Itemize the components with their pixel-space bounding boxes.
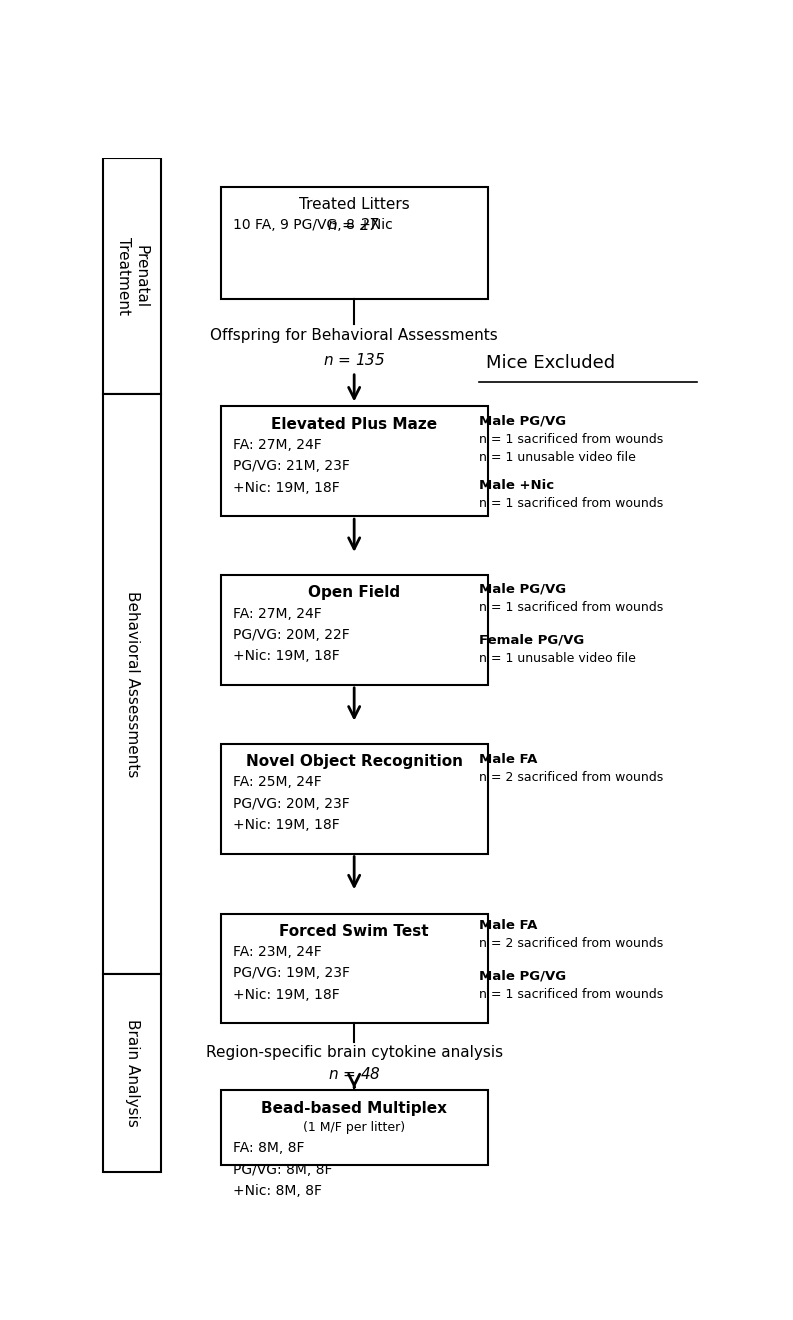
Bar bbox=[103, 395, 161, 974]
Text: +Nic: 19M, 18F: +Nic: 19M, 18F bbox=[233, 987, 339, 1002]
Text: $n$ = 48: $n$ = 48 bbox=[328, 1067, 381, 1082]
Text: FA: 8M, 8F: FA: 8M, 8F bbox=[233, 1142, 305, 1155]
Bar bbox=[220, 576, 488, 685]
Text: PG/VG: 20M, 23F: PG/VG: 20M, 23F bbox=[233, 797, 350, 810]
Text: $n$ = 27: $n$ = 27 bbox=[328, 218, 381, 234]
Text: Male FA: Male FA bbox=[479, 752, 538, 766]
Text: PG/VG: 20M, 22F: PG/VG: 20M, 22F bbox=[233, 628, 350, 642]
Bar bbox=[220, 744, 488, 854]
Text: Female PG/VG: Female PG/VG bbox=[479, 634, 584, 647]
Text: n = 2 sacrificed from wounds: n = 2 sacrificed from wounds bbox=[479, 937, 663, 950]
Text: (1 M/F per litter): (1 M/F per litter) bbox=[303, 1121, 405, 1134]
Text: Treated Litters: Treated Litters bbox=[299, 197, 409, 213]
Text: Behavioral Assessments: Behavioral Assessments bbox=[125, 590, 140, 777]
Bar bbox=[220, 187, 488, 298]
Text: Open Field: Open Field bbox=[308, 585, 400, 601]
Text: $n$ = 135: $n$ = 135 bbox=[323, 351, 385, 367]
Text: FA: 27M, 24F: FA: 27M, 24F bbox=[233, 438, 321, 451]
Text: Forced Swim Test: Forced Swim Test bbox=[279, 924, 429, 939]
Text: FA: 23M, 24F: FA: 23M, 24F bbox=[233, 945, 321, 960]
Bar bbox=[103, 974, 161, 1172]
Bar bbox=[103, 158, 161, 395]
Text: Male PG/VG: Male PG/VG bbox=[479, 414, 566, 428]
Text: n = 1 sacrificed from wounds: n = 1 sacrificed from wounds bbox=[479, 989, 663, 1001]
Text: +Nic: 8M, 8F: +Nic: 8M, 8F bbox=[233, 1184, 322, 1199]
Text: +Nic: 19M, 18F: +Nic: 19M, 18F bbox=[233, 649, 339, 664]
Text: PG/VG: 8M, 8F: PG/VG: 8M, 8F bbox=[233, 1163, 332, 1176]
Text: 10 FA, 9 PG/VG, 8 +Nic: 10 FA, 9 PG/VG, 8 +Nic bbox=[233, 218, 393, 232]
Bar bbox=[220, 407, 488, 516]
Text: Mice Excluded: Mice Excluded bbox=[486, 354, 615, 372]
Bar bbox=[220, 1090, 488, 1164]
Text: +Nic: 19M, 18F: +Nic: 19M, 18F bbox=[233, 818, 339, 832]
Text: Brain Analysis: Brain Analysis bbox=[125, 1019, 140, 1126]
Text: Elevated Plus Maze: Elevated Plus Maze bbox=[271, 417, 437, 432]
Text: n = 1 sacrificed from wounds: n = 1 sacrificed from wounds bbox=[479, 601, 663, 614]
Bar bbox=[220, 913, 488, 1023]
Text: Bead-based Multiplex: Bead-based Multiplex bbox=[261, 1101, 447, 1115]
Text: FA: 27M, 24F: FA: 27M, 24F bbox=[233, 607, 321, 620]
Text: Male FA: Male FA bbox=[479, 919, 538, 932]
Text: Male PG/VG: Male PG/VG bbox=[479, 970, 566, 983]
Text: n = 2 sacrificed from wounds: n = 2 sacrificed from wounds bbox=[479, 771, 663, 784]
Text: +Nic: 19M, 18F: +Nic: 19M, 18F bbox=[233, 480, 339, 495]
Text: FA: 25M, 24F: FA: 25M, 24F bbox=[233, 775, 321, 789]
Text: Novel Object Recognition: Novel Object Recognition bbox=[246, 754, 462, 770]
Text: n = 1 sacrificed from wounds: n = 1 sacrificed from wounds bbox=[479, 496, 663, 510]
Text: Male +Nic: Male +Nic bbox=[479, 479, 554, 491]
Text: n = 1 unusable video file: n = 1 unusable video file bbox=[479, 451, 636, 465]
Text: n = 1 unusable video file: n = 1 unusable video file bbox=[479, 652, 636, 665]
Text: PG/VG: 19M, 23F: PG/VG: 19M, 23F bbox=[233, 966, 350, 981]
Text: Male PG/VG: Male PG/VG bbox=[479, 582, 566, 595]
Text: Offspring for Behavioral Assessments: Offspring for Behavioral Assessments bbox=[210, 329, 498, 343]
Text: n = 1 sacrificed from wounds: n = 1 sacrificed from wounds bbox=[479, 433, 663, 446]
Text: Region-specific brain cytokine analysis: Region-specific brain cytokine analysis bbox=[205, 1044, 503, 1060]
Text: Prenatal
Treatment: Prenatal Treatment bbox=[116, 238, 148, 315]
Text: PG/VG: 21M, 23F: PG/VG: 21M, 23F bbox=[233, 459, 350, 474]
